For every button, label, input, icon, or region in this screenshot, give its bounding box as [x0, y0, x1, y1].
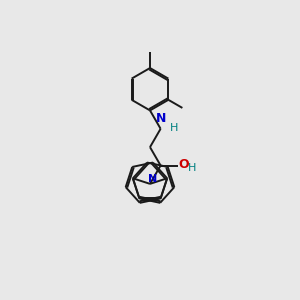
Text: H: H	[170, 123, 178, 133]
Text: H: H	[188, 164, 196, 173]
Text: O: O	[179, 158, 190, 171]
Text: N: N	[156, 112, 166, 125]
Text: N: N	[148, 174, 157, 184]
